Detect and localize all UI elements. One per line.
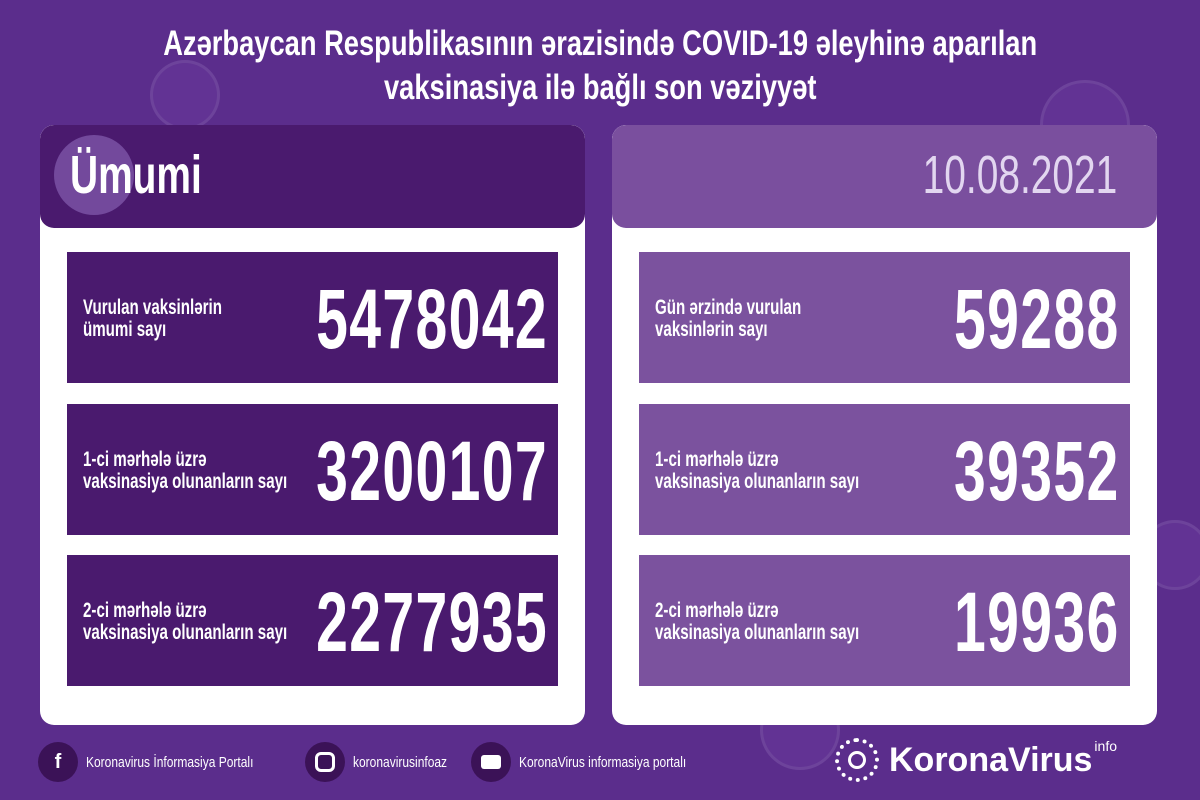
stat-box: 2-ci mərhələ üzrə vaksinasiya olunanların… bbox=[67, 555, 558, 686]
koronavirus-logo: KoronaVirus info bbox=[835, 738, 1117, 782]
virus-icon bbox=[54, 135, 134, 215]
sun-icon bbox=[835, 738, 879, 782]
facebook-icon: f bbox=[38, 742, 78, 782]
title-line-2: vaksinasiya ilə bağlı son vəziyyət bbox=[383, 68, 817, 107]
stat-label: 2-ci mərhələ üzrə vaksinasiya olunanların… bbox=[83, 599, 288, 644]
total-heading: Ümumi bbox=[70, 145, 202, 205]
page-title: Azərbaycan Respublikasının ərazisində CO… bbox=[0, 22, 1200, 110]
instagram-icon bbox=[305, 742, 346, 782]
date-label: 10.08.2021 bbox=[922, 145, 1117, 205]
stat-box: 1-ci mərhələ üzrə vaksinasiya olunanların… bbox=[67, 404, 558, 535]
logo-info: info bbox=[1094, 738, 1117, 754]
daily-card: 10.08.2021 Gün ərzində vurulan vaksinləri… bbox=[612, 125, 1157, 725]
stat-box: Vurulan vaksinlərin ümumi sayı 5478042 bbox=[67, 252, 558, 383]
total-header: Ümumi bbox=[40, 125, 585, 228]
facebook-link[interactable]: f Koronavirus İnformasiya Portalı bbox=[38, 742, 295, 782]
stat-label: 2-ci mərhələ üzrə vaksinasiya olunanların… bbox=[655, 599, 860, 644]
stat-label: Vurulan vaksinlərin ümumi sayı bbox=[83, 296, 222, 341]
stat-label: 1-ci mərhələ üzrə vaksinasiya olunanların… bbox=[655, 448, 860, 493]
stat-value: 3200107 bbox=[316, 424, 548, 518]
stat-label: Gün ərzində vurulan vaksinlərin sayı bbox=[655, 296, 802, 341]
youtube-text: KoronaVirus informasiya portalı bbox=[518, 753, 687, 771]
stat-value: 2277935 bbox=[316, 575, 548, 669]
total-card: Ümumi Vurulan vaksinlərin ümumi sayı 5478… bbox=[40, 125, 585, 725]
stat-box: Gün ərzində vurulan vaksinlərin sayı 5928… bbox=[639, 252, 1130, 383]
logo-name: KoronaVirus bbox=[889, 740, 1093, 779]
stat-box: 1-ci mərhələ üzrə vaksinasiya olunanların… bbox=[639, 404, 1130, 535]
stat-label: 1-ci mərhələ üzrə vaksinasiya olunanların… bbox=[83, 448, 288, 493]
virus-decoration bbox=[150, 60, 220, 130]
stat-value: 59288 bbox=[954, 272, 1120, 366]
youtube-icon bbox=[470, 742, 511, 782]
stat-value: 19936 bbox=[954, 575, 1120, 669]
stat-value: 5478042 bbox=[316, 272, 548, 366]
instagram-text: koronavirusinfoaz bbox=[353, 753, 448, 771]
stat-value: 39352 bbox=[954, 424, 1120, 518]
daily-header: 10.08.2021 bbox=[612, 125, 1157, 228]
stat-box: 2-ci mərhələ üzrə vaksinasiya olunanların… bbox=[639, 555, 1130, 686]
instagram-link[interactable]: koronavirusinfoaz bbox=[305, 742, 471, 782]
youtube-link[interactable]: KoronaVirus informasiya portalı bbox=[470, 742, 728, 782]
footer: f Koronavirus İnformasiya Portalı korona… bbox=[38, 740, 748, 784]
title-line-1: Azərbaycan Respublikasının ərazisində CO… bbox=[163, 24, 1037, 63]
facebook-text: Koronavirus İnformasiya Portalı bbox=[86, 753, 254, 771]
